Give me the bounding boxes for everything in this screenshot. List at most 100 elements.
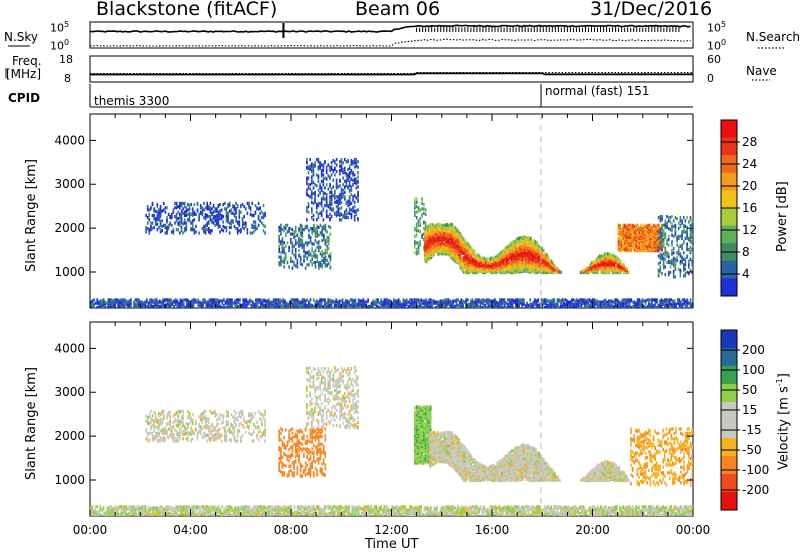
data-cell	[309, 235, 312, 239]
data-cell	[626, 267, 628, 271]
data-cell	[409, 298, 411, 302]
data-cell	[494, 301, 496, 305]
data-cell	[595, 257, 598, 261]
data-cell	[298, 239, 300, 243]
data-cell	[461, 235, 463, 239]
data-cell	[278, 250, 280, 254]
data-cell	[380, 303, 382, 307]
data-cell	[611, 270, 614, 275]
data-cell	[335, 300, 337, 304]
data-cell	[149, 298, 151, 302]
cpid-label: CPID	[8, 91, 41, 105]
data-cell	[211, 298, 214, 302]
data-cell	[281, 236, 284, 241]
data-cell	[648, 298, 650, 302]
data-cell	[357, 302, 360, 306]
data-cell	[185, 224, 188, 228]
data-cell	[396, 306, 398, 308]
data-cell	[552, 262, 555, 266]
data-cell	[327, 262, 330, 266]
data-cell	[564, 298, 567, 302]
data-cell	[441, 252, 444, 256]
power-panel-frame	[89, 113, 694, 309]
data-cell	[430, 239, 433, 243]
data-cell	[306, 298, 309, 302]
data-cell	[593, 303, 596, 307]
data-cell	[112, 303, 115, 307]
data-cell	[236, 227, 239, 231]
data-cell	[324, 191, 326, 196]
data-cell	[216, 209, 218, 213]
data-cell	[99, 301, 102, 305]
data-cell	[294, 242, 297, 246]
data-cell	[280, 227, 282, 231]
data-cell	[183, 210, 186, 214]
data-cell	[346, 299, 349, 303]
data-cell	[202, 301, 204, 305]
data-cell	[256, 303, 259, 307]
data-cell	[472, 268, 474, 272]
data-cell	[110, 306, 113, 308]
data-cell	[496, 266, 498, 270]
data-cell	[600, 303, 602, 307]
data-cell	[569, 300, 572, 304]
data-cell	[263, 298, 265, 302]
data-cell	[326, 244, 328, 248]
data-cell	[425, 226, 428, 230]
data-cell	[344, 197, 346, 201]
data-cell	[453, 231, 455, 235]
data-cell	[160, 302, 163, 306]
data-cell	[344, 210, 346, 214]
data-cell	[309, 298, 312, 302]
data-cell	[219, 304, 222, 308]
data-cell	[91, 303, 94, 307]
data-cell	[285, 227, 287, 231]
data-cell	[614, 301, 616, 305]
data-cell	[420, 303, 422, 307]
data-cell	[225, 209, 228, 213]
data-cell	[592, 266, 595, 270]
data-cell	[180, 209, 183, 213]
data-cell	[448, 223, 450, 227]
data-cell	[311, 189, 313, 193]
data-cell	[528, 254, 530, 258]
data-cell	[330, 195, 333, 199]
data-cell	[203, 208, 205, 212]
data-cell	[429, 238, 431, 242]
data-cell	[488, 257, 490, 261]
data-cell	[460, 306, 463, 308]
data-cell	[613, 254, 616, 258]
data-cell	[383, 303, 386, 307]
data-cell	[185, 209, 188, 213]
data-cell	[451, 253, 453, 257]
data-cell	[339, 201, 341, 205]
data-cell	[433, 251, 436, 255]
data-cell	[383, 298, 386, 302]
data-cell	[327, 298, 329, 302]
data-cell	[596, 301, 599, 305]
data-cell	[605, 252, 607, 256]
data-cell	[319, 183, 321, 187]
data-cell	[502, 252, 505, 256]
data-cell	[165, 298, 167, 302]
data-cell	[237, 298, 240, 302]
data-cell	[191, 207, 194, 211]
data-cell	[424, 243, 426, 247]
data-cell	[318, 233, 320, 237]
data-cell	[422, 306, 424, 308]
data-cell	[324, 176, 326, 180]
data-cell	[435, 232, 437, 236]
data-cell	[458, 300, 461, 304]
data-cell	[539, 254, 542, 258]
data-cell	[357, 217, 359, 221]
data-cell	[286, 230, 289, 234]
data-cell	[340, 162, 343, 166]
data-cell	[211, 207, 213, 211]
data-cell	[423, 220, 425, 224]
data-cell	[172, 228, 175, 232]
data-cell	[320, 186, 323, 190]
data-cell	[163, 303, 166, 307]
data-cell	[533, 258, 535, 262]
data-cell	[525, 248, 527, 252]
data-cell	[191, 304, 193, 308]
